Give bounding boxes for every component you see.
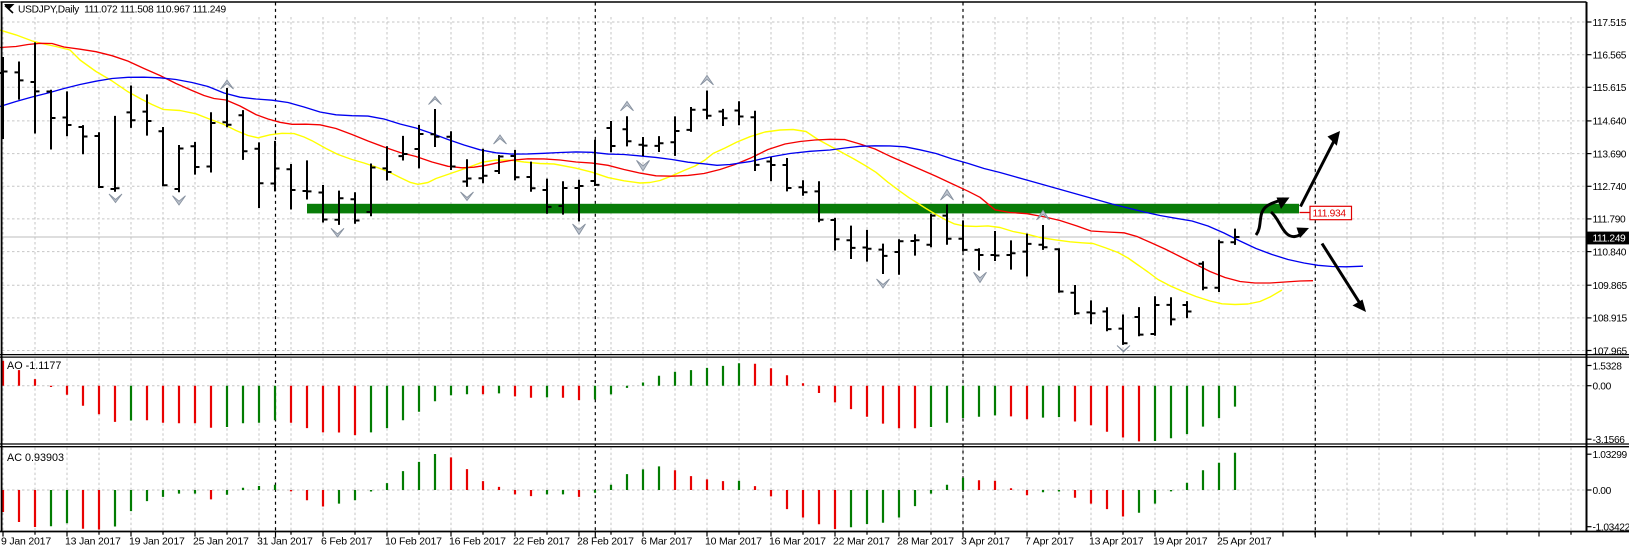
svg-text:6 Feb 2017: 6 Feb 2017 — [321, 536, 372, 548]
svg-text:1.5328: 1.5328 — [1593, 361, 1623, 372]
svg-text:7 Apr 2017: 7 Apr 2017 — [1025, 536, 1074, 548]
svg-text:114.640: 114.640 — [1593, 117, 1627, 128]
svg-text:22 Feb 2017: 22 Feb 2017 — [513, 536, 570, 548]
svg-text:28 Feb 2017: 28 Feb 2017 — [577, 536, 634, 548]
svg-text:19 Jan 2017: 19 Jan 2017 — [129, 536, 185, 548]
svg-text:108.915: 108.915 — [1593, 314, 1628, 325]
svg-text:16 Feb 2017: 16 Feb 2017 — [449, 536, 506, 548]
svg-text:113.690: 113.690 — [1593, 149, 1627, 160]
svg-text:0.00: 0.00 — [1593, 486, 1612, 497]
svg-text:25 Apr 2017: 25 Apr 2017 — [1217, 536, 1272, 548]
svg-text:13 Jan 2017: 13 Jan 2017 — [65, 536, 121, 548]
svg-text:16 Mar 2017: 16 Mar 2017 — [769, 536, 826, 548]
svg-text:22 Mar 2017: 22 Mar 2017 — [833, 536, 890, 548]
svg-text:3 Apr 2017: 3 Apr 2017 — [961, 536, 1010, 548]
svg-text:0.00: 0.00 — [1593, 382, 1612, 393]
svg-text:110.840: 110.840 — [1593, 247, 1627, 258]
svg-text:112.740: 112.740 — [1593, 182, 1627, 193]
svg-text:10 Feb 2017: 10 Feb 2017 — [385, 536, 442, 548]
svg-text:USDJPY,Daily 111.072 111.508: USDJPY,Daily 111.072 111.508 110.967 111… — [18, 4, 227, 15]
svg-text:9 Jan 2017: 9 Jan 2017 — [1, 536, 51, 548]
svg-text:109.865: 109.865 — [1593, 281, 1628, 292]
svg-text:13 Apr 2017: 13 Apr 2017 — [1089, 536, 1144, 548]
svg-text:-3.1566: -3.1566 — [1593, 435, 1626, 446]
svg-text:1.03299: 1.03299 — [1593, 450, 1628, 461]
svg-text:116.565: 116.565 — [1593, 51, 1627, 62]
svg-text:19 Apr 2017: 19 Apr 2017 — [1153, 536, 1208, 548]
svg-text:111.790: 111.790 — [1593, 215, 1627, 226]
svg-text:AC 0.93903: AC 0.93903 — [7, 452, 64, 464]
svg-text:117.515: 117.515 — [1593, 18, 1627, 29]
svg-text:111.934: 111.934 — [1313, 209, 1347, 220]
svg-text:31 Jan 2017: 31 Jan 2017 — [257, 536, 313, 548]
svg-text:28 Mar 2017: 28 Mar 2017 — [897, 536, 954, 548]
svg-text:AO -1.1177: AO -1.1177 — [7, 360, 61, 372]
svg-text:107.965: 107.965 — [1593, 346, 1628, 357]
svg-text:25 Jan 2017: 25 Jan 2017 — [193, 536, 249, 548]
svg-text:-1.03422: -1.03422 — [1593, 523, 1629, 534]
svg-text:115.615: 115.615 — [1593, 83, 1627, 94]
svg-text:6 Mar 2017: 6 Mar 2017 — [641, 536, 692, 548]
svg-text:111.249: 111.249 — [1593, 234, 1627, 245]
svg-text:10 Mar 2017: 10 Mar 2017 — [705, 536, 762, 548]
